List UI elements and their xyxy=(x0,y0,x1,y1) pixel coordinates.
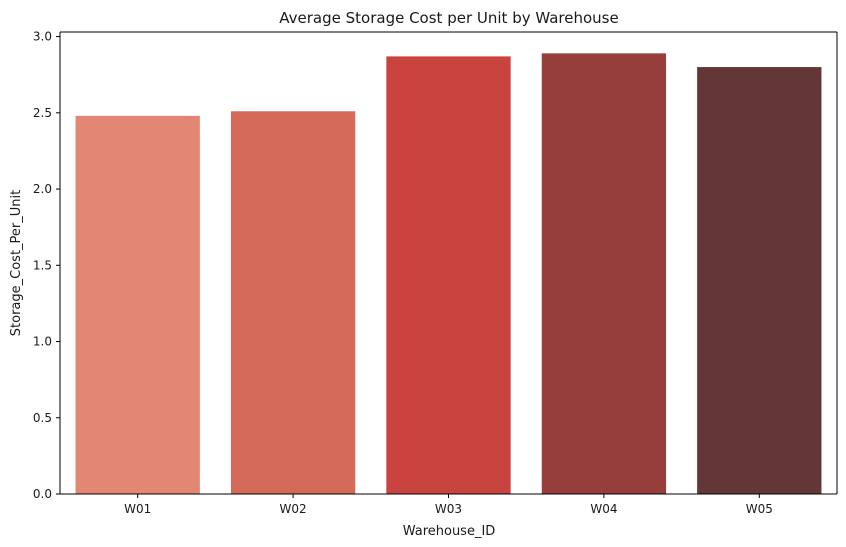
x-axis-label: Warehouse_ID xyxy=(403,524,496,539)
x-tick-label: W01 xyxy=(124,502,151,516)
bar-w02 xyxy=(230,111,356,494)
bar-w05 xyxy=(697,67,822,494)
x-tick-label: W05 xyxy=(746,502,773,516)
y-tick-label: 1.0 xyxy=(33,335,52,349)
bar-w04 xyxy=(541,53,667,495)
y-axis-ticks: 0.0 0.5 1.0 1.5 2.0 2.5 3.0 xyxy=(33,30,60,501)
bar-w03 xyxy=(386,56,511,495)
bar-w01 xyxy=(75,115,200,494)
y-tick-label: 0.0 xyxy=(33,487,52,501)
x-tick-label: W02 xyxy=(280,502,307,516)
y-tick-label: 2.5 xyxy=(33,106,52,120)
bars-group xyxy=(75,53,822,495)
y-tick-label: 1.5 xyxy=(33,258,52,272)
y-tick-label: 3.0 xyxy=(33,30,52,44)
chart-title: Average Storage Cost per Unit by Warehou… xyxy=(279,9,618,27)
y-tick-label: 2.0 xyxy=(33,182,52,196)
x-tick-label: W04 xyxy=(590,502,617,516)
y-axis-label: Storage_Cost_Per_Unit xyxy=(9,190,24,336)
x-axis-ticks: W01 W02 W03 W04 W05 xyxy=(124,494,773,516)
x-tick-label: W03 xyxy=(435,502,462,516)
y-tick-label: 0.5 xyxy=(33,411,52,425)
